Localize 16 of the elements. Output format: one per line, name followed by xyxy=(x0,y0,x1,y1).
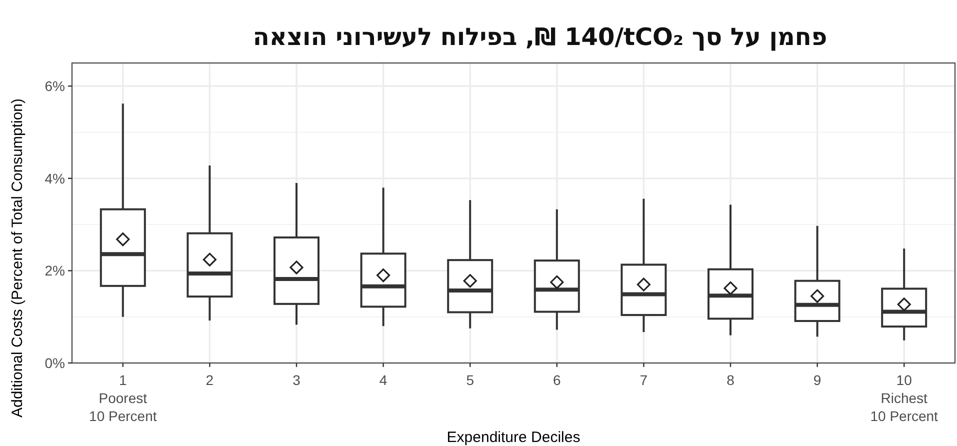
x-tick-label: 10 Richest 10 Percent xyxy=(870,372,938,424)
x-tick-label: 7 xyxy=(640,372,648,388)
x-tick-label: 1 Poorest 10 Percent xyxy=(89,372,157,424)
x-tick-label: 4 xyxy=(379,372,388,388)
x-axis-title: Expenditure Deciles xyxy=(446,429,580,446)
x-tick-label: 2 xyxy=(206,372,214,388)
y-tick-label: 2% xyxy=(44,262,65,279)
y-tick-label: 0% xyxy=(44,355,65,371)
x-tick-label: 3 xyxy=(292,372,301,388)
y-tick-label: 6% xyxy=(44,78,65,94)
x-tick-label: 9 xyxy=(813,372,822,388)
y-axis-title: Additional Costs (Percent of Total Consumption) xyxy=(9,98,26,418)
y-tick-label: 4% xyxy=(44,170,65,186)
x-tick-label: 6 xyxy=(553,372,561,388)
x-tick-label: 8 xyxy=(726,372,735,388)
x-tick-label: 5 xyxy=(466,372,474,388)
